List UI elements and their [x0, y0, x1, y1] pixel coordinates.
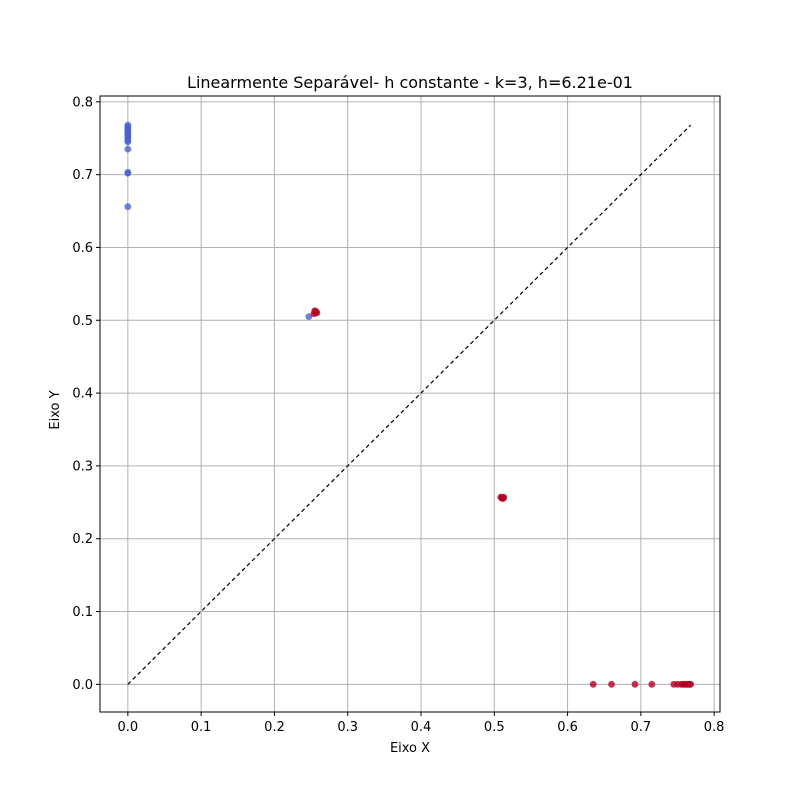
- red-data-point: [313, 309, 321, 317]
- red-data-point: [608, 680, 615, 688]
- y-axis-label: Eixo Y: [48, 390, 63, 429]
- chart-title: Linearmente Separável- h constante - k=3…: [187, 73, 633, 92]
- x-tick-label: 0.2: [264, 720, 285, 735]
- red-data-point: [589, 680, 597, 688]
- x-axis-label: Eixo X: [390, 741, 430, 756]
- data-points: [124, 121, 695, 688]
- y-tick-label: 0.7: [72, 168, 93, 183]
- x-tick-label: 0.4: [411, 720, 432, 735]
- diagonal-reference-line: [127, 124, 692, 685]
- plot-area-frame: [99, 95, 721, 713]
- blue-data-point: [124, 138, 132, 146]
- y-tick-label: 0.0: [72, 678, 93, 693]
- x-tick-label: 0.8: [704, 720, 725, 735]
- y-tick-label: 0.6: [72, 241, 93, 256]
- y-tick-label: 0.8: [72, 95, 93, 110]
- x-tick-label: 0.1: [191, 720, 212, 735]
- blue-data-point: [124, 169, 132, 177]
- x-tick-label: 0.5: [484, 720, 505, 735]
- red-data-point: [648, 680, 656, 688]
- x-tick-label: 0.3: [337, 720, 358, 735]
- x-tick-label: 0.7: [631, 720, 652, 735]
- y-tick-label: 0.4: [72, 387, 93, 402]
- y-tick-label: 0.3: [72, 459, 93, 474]
- red-data-point: [687, 680, 695, 688]
- y-tick-label: 0.5: [72, 314, 93, 329]
- red-data-point: [498, 494, 506, 502]
- x-tick-label: 0.0: [118, 720, 139, 735]
- y-axis-ticks: 0.0 0.1 0.2 0.3 0.4 0.5 0.6 0.7 0.8: [72, 95, 100, 693]
- blue-data-point: [305, 313, 313, 321]
- x-tick-label: 0.6: [557, 720, 578, 735]
- blue-data-point: [124, 203, 132, 211]
- blue-data-point: [124, 145, 132, 153]
- x-axis-ticks: 0.0 0.1 0.2 0.3 0.4 0.5 0.6 0.7 0.8: [118, 712, 725, 735]
- y-tick-label: 0.1: [72, 605, 93, 620]
- grid-lines: [100, 96, 720, 712]
- red-data-point: [631, 680, 639, 688]
- y-tick-label: 0.2: [72, 532, 93, 547]
